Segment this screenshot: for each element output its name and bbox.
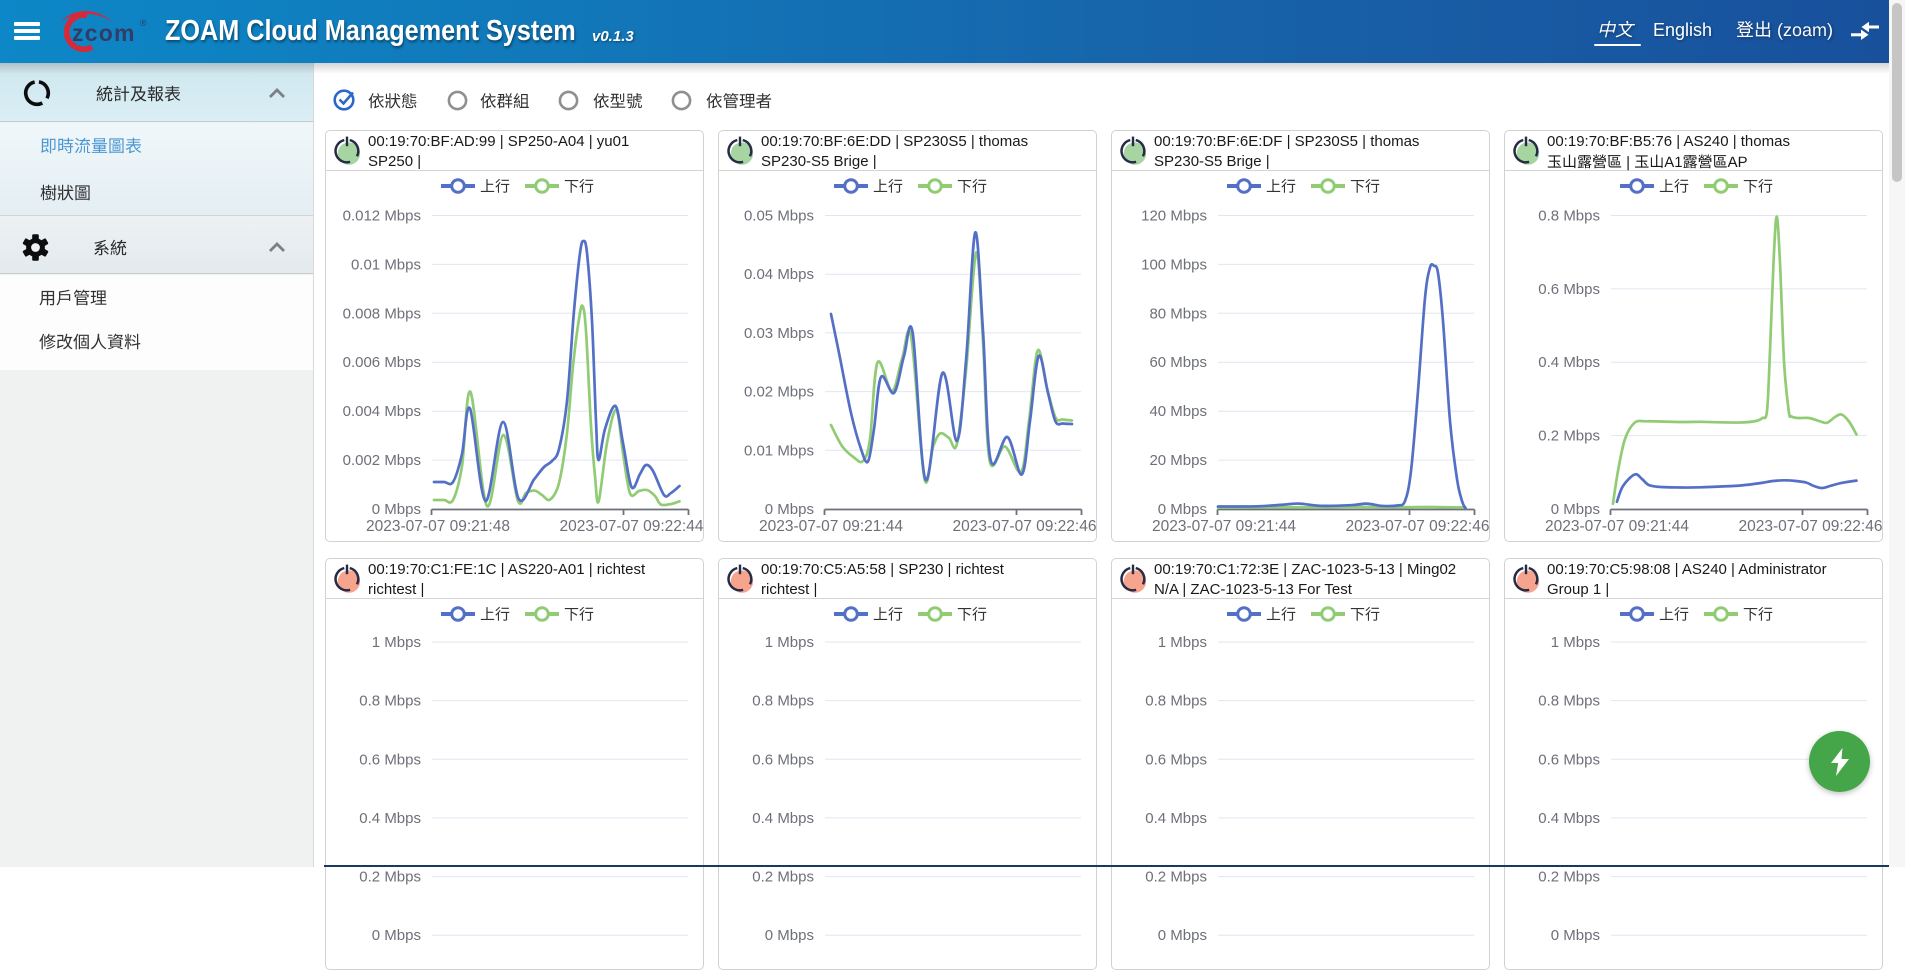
svg-text:0.4 Mbps: 0.4 Mbps — [752, 810, 814, 827]
svg-text:0.8 Mbps: 0.8 Mbps — [1538, 693, 1600, 710]
svg-text:20 Mbps: 20 Mbps — [1149, 452, 1207, 469]
svg-text:0.8 Mbps: 0.8 Mbps — [752, 693, 814, 710]
svg-text:0 Mbps: 0 Mbps — [1158, 501, 1207, 518]
svg-text:0.6 Mbps: 0.6 Mbps — [359, 751, 421, 768]
svg-text:0 Mbps: 0 Mbps — [765, 501, 814, 518]
svg-text:0.01 Mbps: 0.01 Mbps — [351, 256, 421, 273]
svg-text:0.6 Mbps: 0.6 Mbps — [752, 751, 814, 768]
svg-text:0.2 Mbps: 0.2 Mbps — [359, 869, 421, 886]
svg-text:0.2 Mbps: 0.2 Mbps — [1538, 869, 1600, 886]
svg-text:40 Mbps: 40 Mbps — [1149, 403, 1207, 420]
svg-text:60 Mbps: 60 Mbps — [1149, 354, 1207, 371]
svg-text:120 Mbps: 120 Mbps — [1141, 208, 1207, 225]
svg-text:100 Mbps: 100 Mbps — [1141, 256, 1207, 273]
svg-text:2023-07-07 09:21:44: 2023-07-07 09:21:44 — [1545, 518, 1689, 535]
svg-text:0.4 Mbps: 0.4 Mbps — [1145, 810, 1207, 827]
svg-text:®: ® — [140, 18, 147, 28]
svg-text:0.8 Mbps: 0.8 Mbps — [1145, 693, 1207, 710]
svg-text:2023-07-07 09:22:46: 2023-07-07 09:22:46 — [1346, 518, 1490, 535]
svg-text:2023-07-07 09:21:44: 2023-07-07 09:21:44 — [1152, 518, 1296, 535]
svg-text:0 Mbps: 0 Mbps — [1551, 501, 1600, 518]
svg-text:2023-07-07 09:22:44: 2023-07-07 09:22:44 — [560, 518, 704, 535]
svg-text:0.2 Mbps: 0.2 Mbps — [752, 869, 814, 886]
svg-text:0.4 Mbps: 0.4 Mbps — [1538, 810, 1600, 827]
svg-text:0.6 Mbps: 0.6 Mbps — [1538, 281, 1600, 298]
svg-text:0.008 Mbps: 0.008 Mbps — [343, 305, 421, 322]
svg-text:0.03 Mbps: 0.03 Mbps — [744, 325, 814, 342]
svg-text:0.05 Mbps: 0.05 Mbps — [744, 208, 814, 225]
svg-text:80 Mbps: 80 Mbps — [1149, 305, 1207, 322]
svg-text:0.01 Mbps: 0.01 Mbps — [744, 442, 814, 459]
svg-text:0 Mbps: 0 Mbps — [765, 927, 814, 944]
svg-text:zcom: zcom — [72, 20, 136, 46]
svg-text:0.04 Mbps: 0.04 Mbps — [744, 266, 814, 283]
svg-text:0.02 Mbps: 0.02 Mbps — [744, 384, 814, 401]
svg-text:0.2 Mbps: 0.2 Mbps — [1538, 428, 1600, 445]
svg-text:0 Mbps: 0 Mbps — [372, 927, 421, 944]
svg-text:0.4 Mbps: 0.4 Mbps — [359, 810, 421, 827]
svg-text:0.6 Mbps: 0.6 Mbps — [1145, 751, 1207, 768]
svg-text:2023-07-07 09:21:48: 2023-07-07 09:21:48 — [366, 518, 510, 535]
svg-text:0.012 Mbps: 0.012 Mbps — [343, 208, 421, 225]
svg-text:0 Mbps: 0 Mbps — [1158, 927, 1207, 944]
svg-text:0 Mbps: 0 Mbps — [1551, 927, 1600, 944]
svg-text:0.002 Mbps: 0.002 Mbps — [343, 452, 421, 469]
svg-text:0.6 Mbps: 0.6 Mbps — [1538, 751, 1600, 768]
svg-text:0.004 Mbps: 0.004 Mbps — [343, 403, 421, 420]
svg-text:0.006 Mbps: 0.006 Mbps — [343, 354, 421, 371]
svg-text:2023-07-07 09:22:46: 2023-07-07 09:22:46 — [1739, 518, 1883, 535]
svg-text:1 Mbps: 1 Mbps — [765, 634, 814, 651]
svg-text:2023-07-07 09:22:46: 2023-07-07 09:22:46 — [953, 518, 1097, 535]
svg-text:2023-07-07 09:21:44: 2023-07-07 09:21:44 — [759, 518, 903, 535]
svg-text:1 Mbps: 1 Mbps — [1158, 634, 1207, 651]
svg-text:1 Mbps: 1 Mbps — [372, 634, 421, 651]
svg-text:1 Mbps: 1 Mbps — [1551, 634, 1600, 651]
svg-text:0.8 Mbps: 0.8 Mbps — [1538, 208, 1600, 225]
svg-text:0.4 Mbps: 0.4 Mbps — [1538, 354, 1600, 371]
svg-text:0.8 Mbps: 0.8 Mbps — [359, 693, 421, 710]
svg-text:0.2 Mbps: 0.2 Mbps — [1145, 869, 1207, 886]
svg-text:0 Mbps: 0 Mbps — [372, 501, 421, 518]
